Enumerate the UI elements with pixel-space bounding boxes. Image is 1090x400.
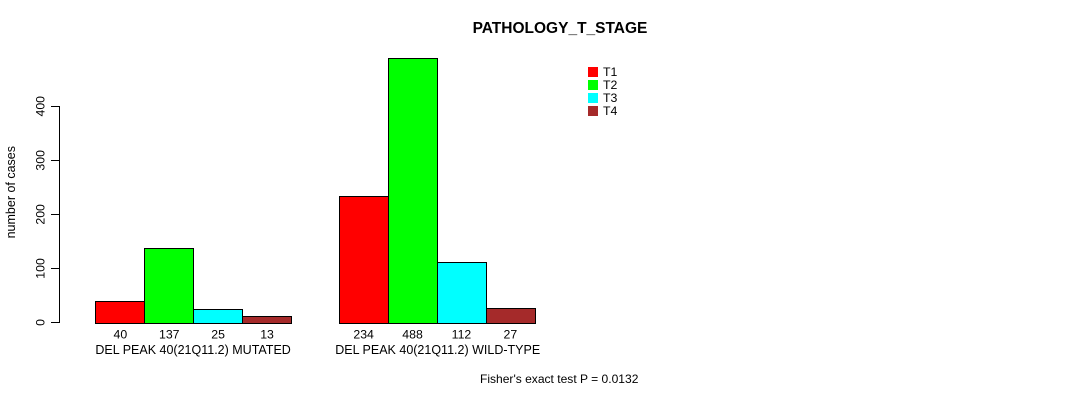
svg-text:27: 27 <box>504 328 518 342</box>
svg-text:112: 112 <box>452 328 472 342</box>
svg-text:DEL PEAK 40(21Q11.2) MUTATED: DEL PEAK 40(21Q11.2) MUTATED <box>95 343 290 357</box>
svg-text:234: 234 <box>353 328 374 342</box>
svg-text:DEL PEAK 40(21Q11.2) WILD-TYPE: DEL PEAK 40(21Q11.2) WILD-TYPE <box>335 343 540 357</box>
svg-text:40: 40 <box>114 328 128 342</box>
svg-text:0: 0 <box>34 319 48 326</box>
svg-text:300: 300 <box>34 150 48 171</box>
svg-text:number of cases: number of cases <box>4 146 18 238</box>
svg-text:T4: T4 <box>603 104 618 118</box>
svg-text:T1: T1 <box>603 65 618 79</box>
svg-text:400: 400 <box>34 96 48 117</box>
svg-text:13: 13 <box>260 328 274 342</box>
svg-text:PATHOLOGY_T_STAGE: PATHOLOGY_T_STAGE <box>473 20 648 37</box>
svg-text:Fisher's exact test P = 0.0132: Fisher's exact test P = 0.0132 <box>480 372 639 386</box>
svg-text:488: 488 <box>402 328 423 342</box>
svg-text:137: 137 <box>159 328 180 342</box>
svg-text:T2: T2 <box>603 78 618 92</box>
svg-text:100: 100 <box>34 258 48 279</box>
svg-text:200: 200 <box>34 204 48 225</box>
svg-text:25: 25 <box>211 328 225 342</box>
svg-text:T3: T3 <box>603 91 618 105</box>
